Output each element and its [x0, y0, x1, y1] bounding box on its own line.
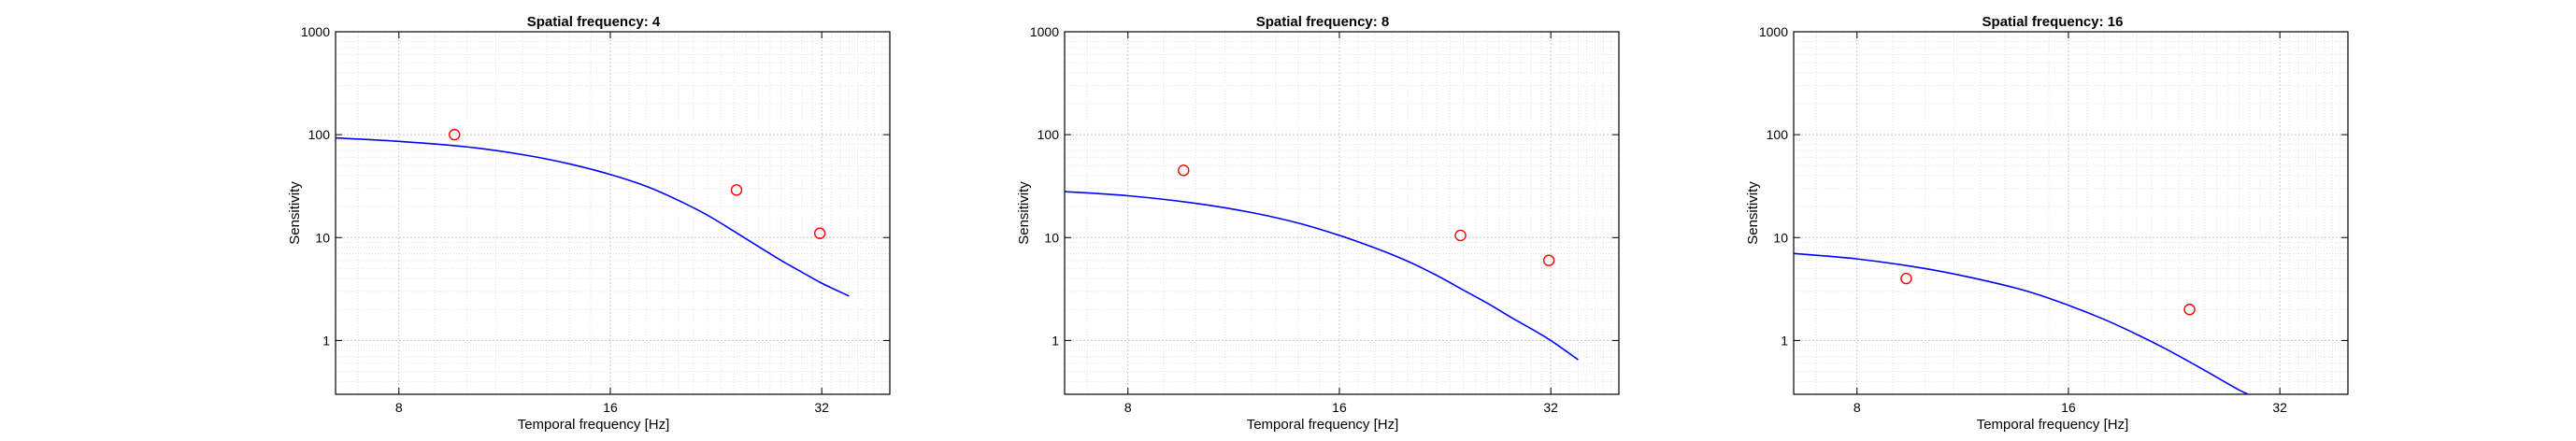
- data-point: [2183, 304, 2196, 316]
- plot-area: [336, 128, 850, 297]
- y-tick-label: 1: [322, 333, 330, 348]
- plot-area: [1794, 252, 2251, 394]
- y-tick-label: 1: [1052, 333, 1059, 348]
- y-tick-label: 10: [1773, 230, 1788, 245]
- chart-panel-1: Spatial frequency: 4 Temporal frequency …: [287, 14, 891, 433]
- y-axis-label: Sensitivity: [1745, 181, 1761, 245]
- data-point: [449, 128, 461, 141]
- y-tick-label: 10: [1044, 230, 1059, 245]
- data-point: [730, 184, 743, 196]
- axes-box: [335, 31, 891, 395]
- y-axis-label: Sensitivity: [287, 181, 303, 245]
- x-tick-label: 8: [395, 400, 403, 415]
- chart-title: Spatial frequency: 8: [1256, 14, 1390, 30]
- x-tick-label: 8: [1124, 400, 1132, 415]
- y-tick-label: 100: [1038, 127, 1060, 142]
- axes-box: [1064, 31, 1620, 395]
- model-curve: [336, 136, 850, 297]
- chart-title: Spatial frequency: 4: [527, 14, 661, 30]
- y-tick-label: 10: [315, 230, 330, 245]
- y-tick-label: 1: [1781, 333, 1788, 348]
- x-tick-label: 32: [814, 400, 829, 415]
- chart-panel-3: Spatial frequency: 16 Temporal frequency…: [1745, 14, 2349, 433]
- data-point: [1178, 164, 1190, 177]
- data-point: [1454, 229, 1467, 242]
- x-axis-label: Temporal frequency [Hz]: [1247, 417, 1399, 433]
- axes-box: [1793, 31, 2349, 395]
- model-curve: [1794, 252, 2251, 394]
- data-point: [1542, 254, 1555, 266]
- model-curve: [1065, 191, 1579, 361]
- x-axis-label: Temporal frequency [Hz]: [1977, 417, 2129, 433]
- y-tick-label: 100: [308, 127, 331, 142]
- x-tick-label: 16: [1332, 400, 1347, 415]
- data-point: [813, 227, 826, 239]
- x-tick-label: 8: [1853, 400, 1861, 415]
- x-tick-label: 16: [2061, 400, 2076, 415]
- y-tick-label: 1000: [1030, 24, 1059, 39]
- y-tick-label: 1000: [1759, 24, 1788, 39]
- y-tick-label: 100: [1767, 127, 1789, 142]
- x-tick-label: 32: [1543, 400, 1558, 415]
- y-tick-label: 1000: [301, 24, 330, 39]
- y-axis-label: Sensitivity: [1016, 181, 1032, 245]
- x-tick-label: 16: [603, 400, 618, 415]
- x-axis-label: Temporal frequency [Hz]: [518, 417, 670, 433]
- plot-area: [1065, 164, 1579, 361]
- x-tick-label: 32: [2272, 400, 2287, 415]
- chart-panel-2: Spatial frequency: 8 Temporal frequency …: [1016, 14, 1620, 433]
- chart-title: Spatial frequency: 16: [1982, 14, 2124, 30]
- data-point: [1900, 272, 1912, 285]
